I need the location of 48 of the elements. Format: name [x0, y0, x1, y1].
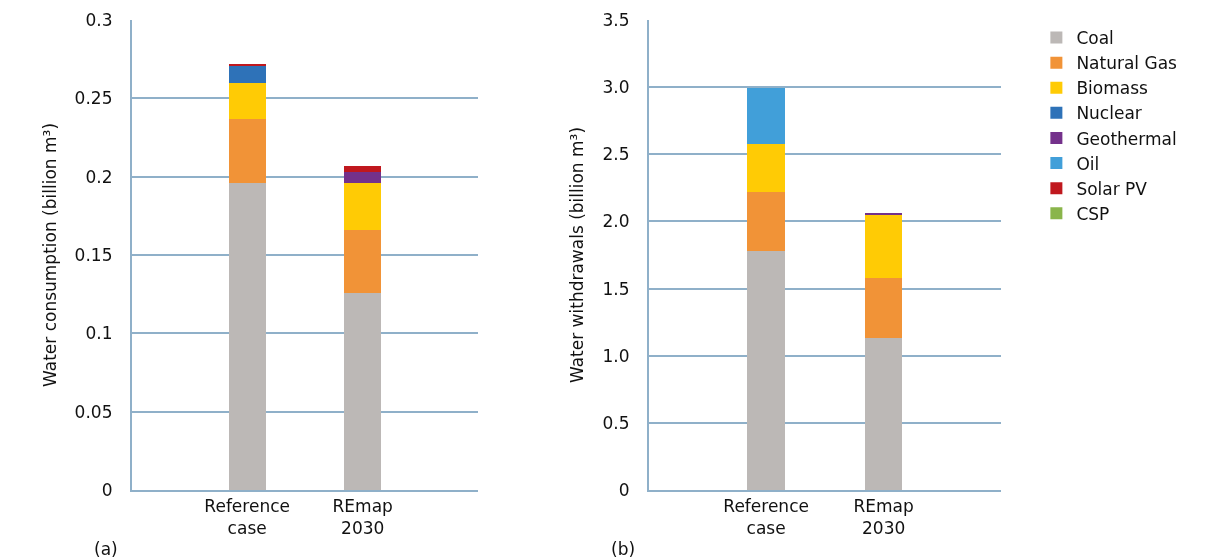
- y-tick-label: 0.05: [74, 401, 113, 422]
- bar: [747, 191, 785, 251]
- x-tick-label: Reference case: [204, 496, 290, 539]
- y-tick-label: 0: [618, 479, 630, 500]
- bar: [747, 250, 785, 490]
- bar: [228, 63, 266, 66]
- bar: [747, 88, 785, 144]
- legend-label: CSP: [1076, 203, 1110, 224]
- y-tick-label: 1.5: [602, 278, 630, 299]
- bar: [228, 65, 266, 83]
- bar: [864, 338, 903, 490]
- y-tick-label: 0.3: [85, 9, 113, 30]
- legend-label: Geothermal: [1076, 128, 1177, 149]
- bar: [344, 171, 382, 183]
- bar: [228, 82, 266, 119]
- legend-label: Solar PV: [1076, 178, 1148, 199]
- legend-label: Biomass: [1076, 78, 1148, 99]
- y-axis-title: Water consumption (billion m³): [39, 122, 60, 388]
- bar: [344, 182, 382, 230]
- y-tick-label: 0.15: [74, 244, 113, 265]
- y-tick-label: 2.0: [602, 211, 630, 232]
- y-axis-title: Water withdrawals (billion m³): [567, 126, 588, 384]
- y-tick-label: 3.5: [602, 9, 630, 30]
- bar: [344, 166, 382, 172]
- bar: [864, 277, 903, 339]
- x-tick-label: REmap 2030: [853, 496, 914, 539]
- y-tick-label: 0.5: [602, 412, 630, 433]
- bar: [228, 182, 266, 490]
- y-tick-label: 0.25: [74, 88, 113, 109]
- x-tick-label: Reference case: [723, 496, 809, 539]
- y-tick-label: 1.0: [602, 345, 630, 366]
- y-tick-label: 0.1: [85, 323, 113, 344]
- legend-label: Natural Gas: [1076, 53, 1178, 74]
- y-tick-label: 3.0: [602, 77, 630, 98]
- text: (b): [611, 539, 636, 559]
- legend-label: Coal: [1076, 28, 1114, 49]
- legend-label: Nuclear: [1076, 103, 1142, 124]
- bar: [747, 143, 785, 192]
- bar: [228, 118, 266, 183]
- bar: [344, 292, 382, 490]
- bar: [864, 214, 903, 278]
- legend-label: Oil: [1076, 153, 1100, 174]
- bar: [344, 229, 382, 293]
- y-tick-label: 0: [101, 479, 113, 500]
- text: (a): [94, 539, 118, 559]
- y-tick-label: 2.5: [602, 144, 630, 165]
- x-tick-label: REmap 2030: [332, 496, 393, 539]
- y-tick-label: 0.2: [85, 166, 113, 187]
